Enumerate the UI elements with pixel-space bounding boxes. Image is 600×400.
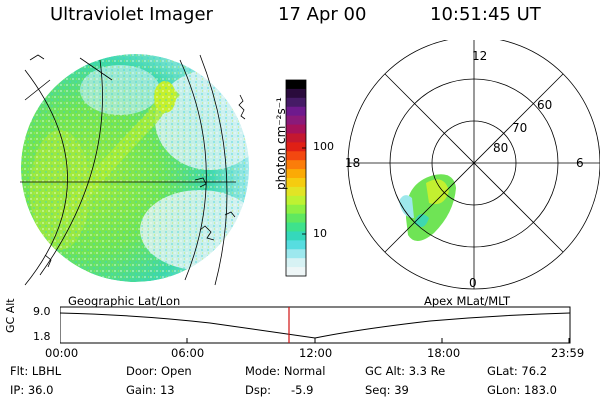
colorbar-tick-100: 100 xyxy=(313,140,334,153)
dsp-label: Dsp: xyxy=(245,383,272,397)
color-scale-band xyxy=(286,115,306,126)
mlt-label-6: 6 xyxy=(576,156,584,170)
gc-alt-axis-label: GC Alt xyxy=(4,298,17,333)
polar-plot xyxy=(347,40,600,290)
time-tick-1800: 18:00 xyxy=(427,346,461,360)
color-scale-band xyxy=(286,267,306,277)
color-scale-band xyxy=(286,106,306,117)
time-tick-1200: 12:00 xyxy=(299,346,333,360)
color-scale-band xyxy=(286,151,306,161)
color-scale-band xyxy=(286,142,306,152)
gc-alt-info: GC Alt: 3.3 Re xyxy=(365,364,446,378)
mlat-label-70: 70 xyxy=(512,121,528,135)
colorbar-tick-10: 10 xyxy=(313,227,327,240)
mlt-label-18: 18 xyxy=(345,156,361,170)
color-scale-band xyxy=(286,97,306,108)
color-scale-band xyxy=(286,88,306,99)
color-scale-band xyxy=(286,124,306,135)
orbit-timeline xyxy=(60,306,571,344)
color-scale-band xyxy=(286,80,306,90)
filter-info: Flt: LBHL xyxy=(10,364,62,378)
geographic-label: Geographic Lat/Lon xyxy=(68,294,181,308)
instrument-title: Ultraviolet Imager xyxy=(50,4,213,25)
color-scale-band xyxy=(286,195,306,206)
dsp-value: -5.9 xyxy=(291,383,314,397)
color-scale-band xyxy=(286,258,306,268)
color-scale-band xyxy=(286,213,306,224)
color-scale-band xyxy=(286,249,306,259)
mlt-label-12: 12 xyxy=(472,49,488,63)
gain-info: Gain: 13 xyxy=(126,383,175,397)
time-tick-0600: 06:00 xyxy=(171,346,205,360)
color-scale-strip xyxy=(286,80,306,277)
geographic-image xyxy=(20,54,249,286)
color-scale-band xyxy=(286,160,306,170)
ip-info: IP: 36.0 xyxy=(10,383,54,397)
glat-info: GLat: 76.2 xyxy=(487,364,548,378)
gc-alt-tick-9: 9.0 xyxy=(33,305,51,318)
geographic-grid xyxy=(20,54,246,286)
mlat-label-80: 80 xyxy=(493,141,509,155)
colorbar-unit-label: photon cm⁻²s⁻¹ xyxy=(274,97,288,190)
color-scale-band xyxy=(286,240,306,250)
observation-date: 17 Apr 00 xyxy=(278,4,367,25)
color-scale xyxy=(285,79,307,277)
color-scale-band xyxy=(286,186,306,197)
glon-info: GLon: 183.0 xyxy=(487,383,557,397)
door-info: Door: Open xyxy=(126,364,192,378)
color-scale-band xyxy=(286,178,306,188)
polar-aurora xyxy=(399,174,456,242)
mode-info: Mode: Normal xyxy=(245,364,326,378)
color-scale-band xyxy=(286,222,306,233)
apex-label: Apex MLat/MLT xyxy=(424,294,511,308)
time-tick-2359: 23:59 xyxy=(551,346,585,360)
mlt-label-0: 0 xyxy=(469,276,477,290)
color-scale-band xyxy=(286,133,306,143)
color-scale-band xyxy=(286,204,306,215)
gc-alt-tick-1-8: 1.8 xyxy=(33,330,51,343)
color-scale-band xyxy=(286,231,306,241)
seq-info: Seq: 39 xyxy=(365,383,409,397)
mlat-label-60: 60 xyxy=(537,98,553,112)
time-tick-0000: 00:00 xyxy=(45,346,79,360)
observation-time: 10:51:45 UT xyxy=(430,4,541,25)
color-scale-band xyxy=(286,169,306,179)
